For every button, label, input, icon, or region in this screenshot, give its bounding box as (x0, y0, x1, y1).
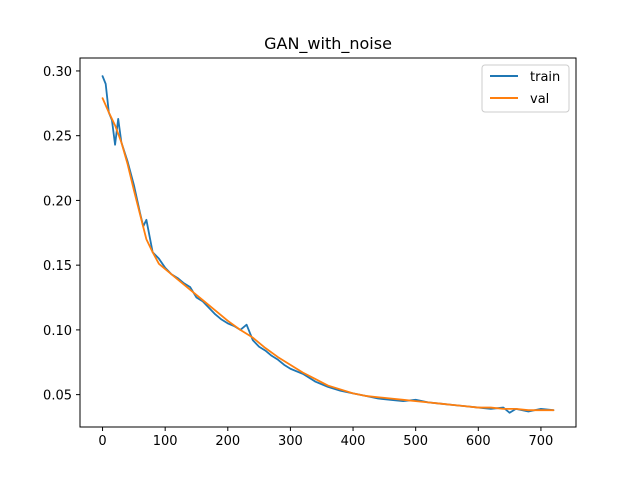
axes-frame (79, 57, 577, 428)
y-tick-label: 0.15 (43, 259, 72, 274)
x-axis-ticks: 0 100 200 300 400 500 600 700 (98, 427, 553, 449)
y-axis-ticks: 0.05 0.10 0.15 0.20 0.25 0.30 (43, 65, 80, 404)
x-tick-label: 500 (403, 434, 428, 449)
legend-label-train: train (530, 70, 560, 85)
y-tick-label: 0.25 (43, 130, 72, 145)
x-tick-label: 100 (153, 434, 178, 449)
y-tick-label: 0.30 (43, 65, 72, 80)
series-line-val (101, 97, 555, 412)
y-tick-label: 0.10 (43, 324, 72, 339)
x-tick-label: 400 (341, 434, 366, 449)
y-tick-label: 0.20 (43, 194, 72, 209)
legend-label-val: val (530, 92, 549, 107)
x-tick-label: 700 (529, 434, 554, 449)
legend: train val (481, 64, 570, 113)
x-tick-label: 600 (466, 434, 491, 449)
x-tick-label: 200 (215, 434, 240, 449)
plot-lines (101, 75, 555, 414)
y-tick-label: 0.05 (43, 389, 72, 404)
chart-title: GAN_with_noise (264, 34, 392, 54)
x-tick-label: 0 (98, 434, 106, 449)
x-tick-label: 300 (278, 434, 303, 449)
